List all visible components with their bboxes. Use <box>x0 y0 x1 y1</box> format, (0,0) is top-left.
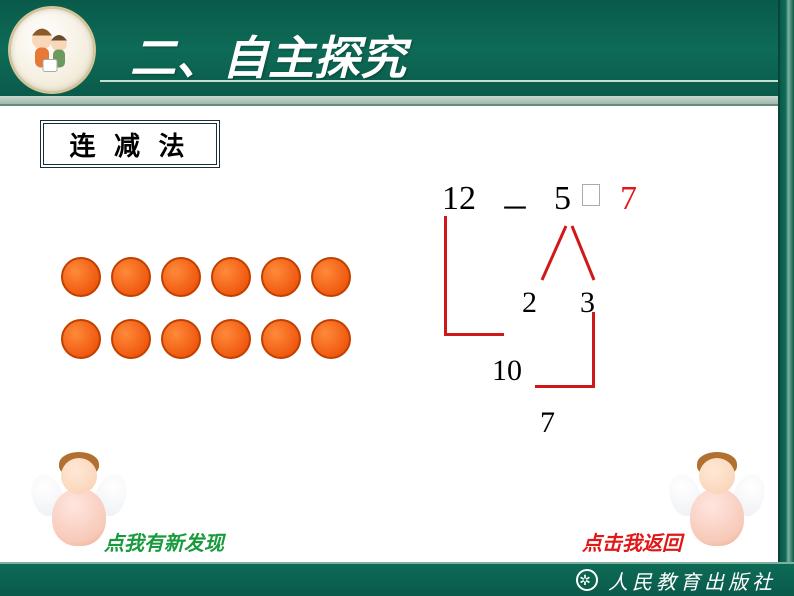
counter-dot <box>261 257 301 297</box>
counter-dot <box>161 319 201 359</box>
left-bracket <box>444 216 504 336</box>
right-bracket <box>535 312 595 388</box>
publisher-logo-icon: ✲ <box>576 569 598 591</box>
minuend: 12 <box>442 180 476 218</box>
counter-dot-grid <box>56 246 356 370</box>
counter-dot <box>311 257 351 297</box>
counter-dot <box>61 257 101 297</box>
header-bar: 二、自主探究 <box>0 0 794 100</box>
result: 7 <box>620 180 637 218</box>
header-underline <box>100 80 794 82</box>
method-label-text: 连 减 法 <box>69 126 190 163</box>
counter-dot <box>161 257 201 297</box>
minus-sign: － <box>500 184 530 228</box>
split-lines-icon <box>540 222 600 286</box>
counter-dot <box>211 319 251 359</box>
publisher-name: 人民教育出版社 <box>608 566 776 595</box>
discover-link[interactable]: 点我有新发现 <box>104 527 224 556</box>
page-title: 二、自主探究 <box>130 22 406 88</box>
subtrahend: 5 <box>554 180 571 218</box>
footer-bar: ✲ 人民教育出版社 <box>0 562 794 596</box>
angel-right-icon <box>672 452 762 552</box>
counter-dot <box>211 257 251 297</box>
counter-dot <box>261 319 301 359</box>
calculation-diagram: 12 － 5 7 2 3 10 7 <box>430 180 750 314</box>
return-link[interactable]: 点击我返回 <box>582 527 682 556</box>
right-border-strip <box>778 0 794 562</box>
counter-dot <box>111 319 151 359</box>
counter-dot <box>61 319 101 359</box>
method-label-box: 连 减 法 <box>40 120 220 168</box>
logo-art <box>17 14 87 87</box>
header-logo <box>8 6 96 94</box>
final-value: 7 <box>540 406 555 440</box>
equals-box <box>582 184 600 206</box>
intermediate-value: 10 <box>492 354 522 388</box>
counter-dot <box>111 257 151 297</box>
counter-dot <box>311 319 351 359</box>
